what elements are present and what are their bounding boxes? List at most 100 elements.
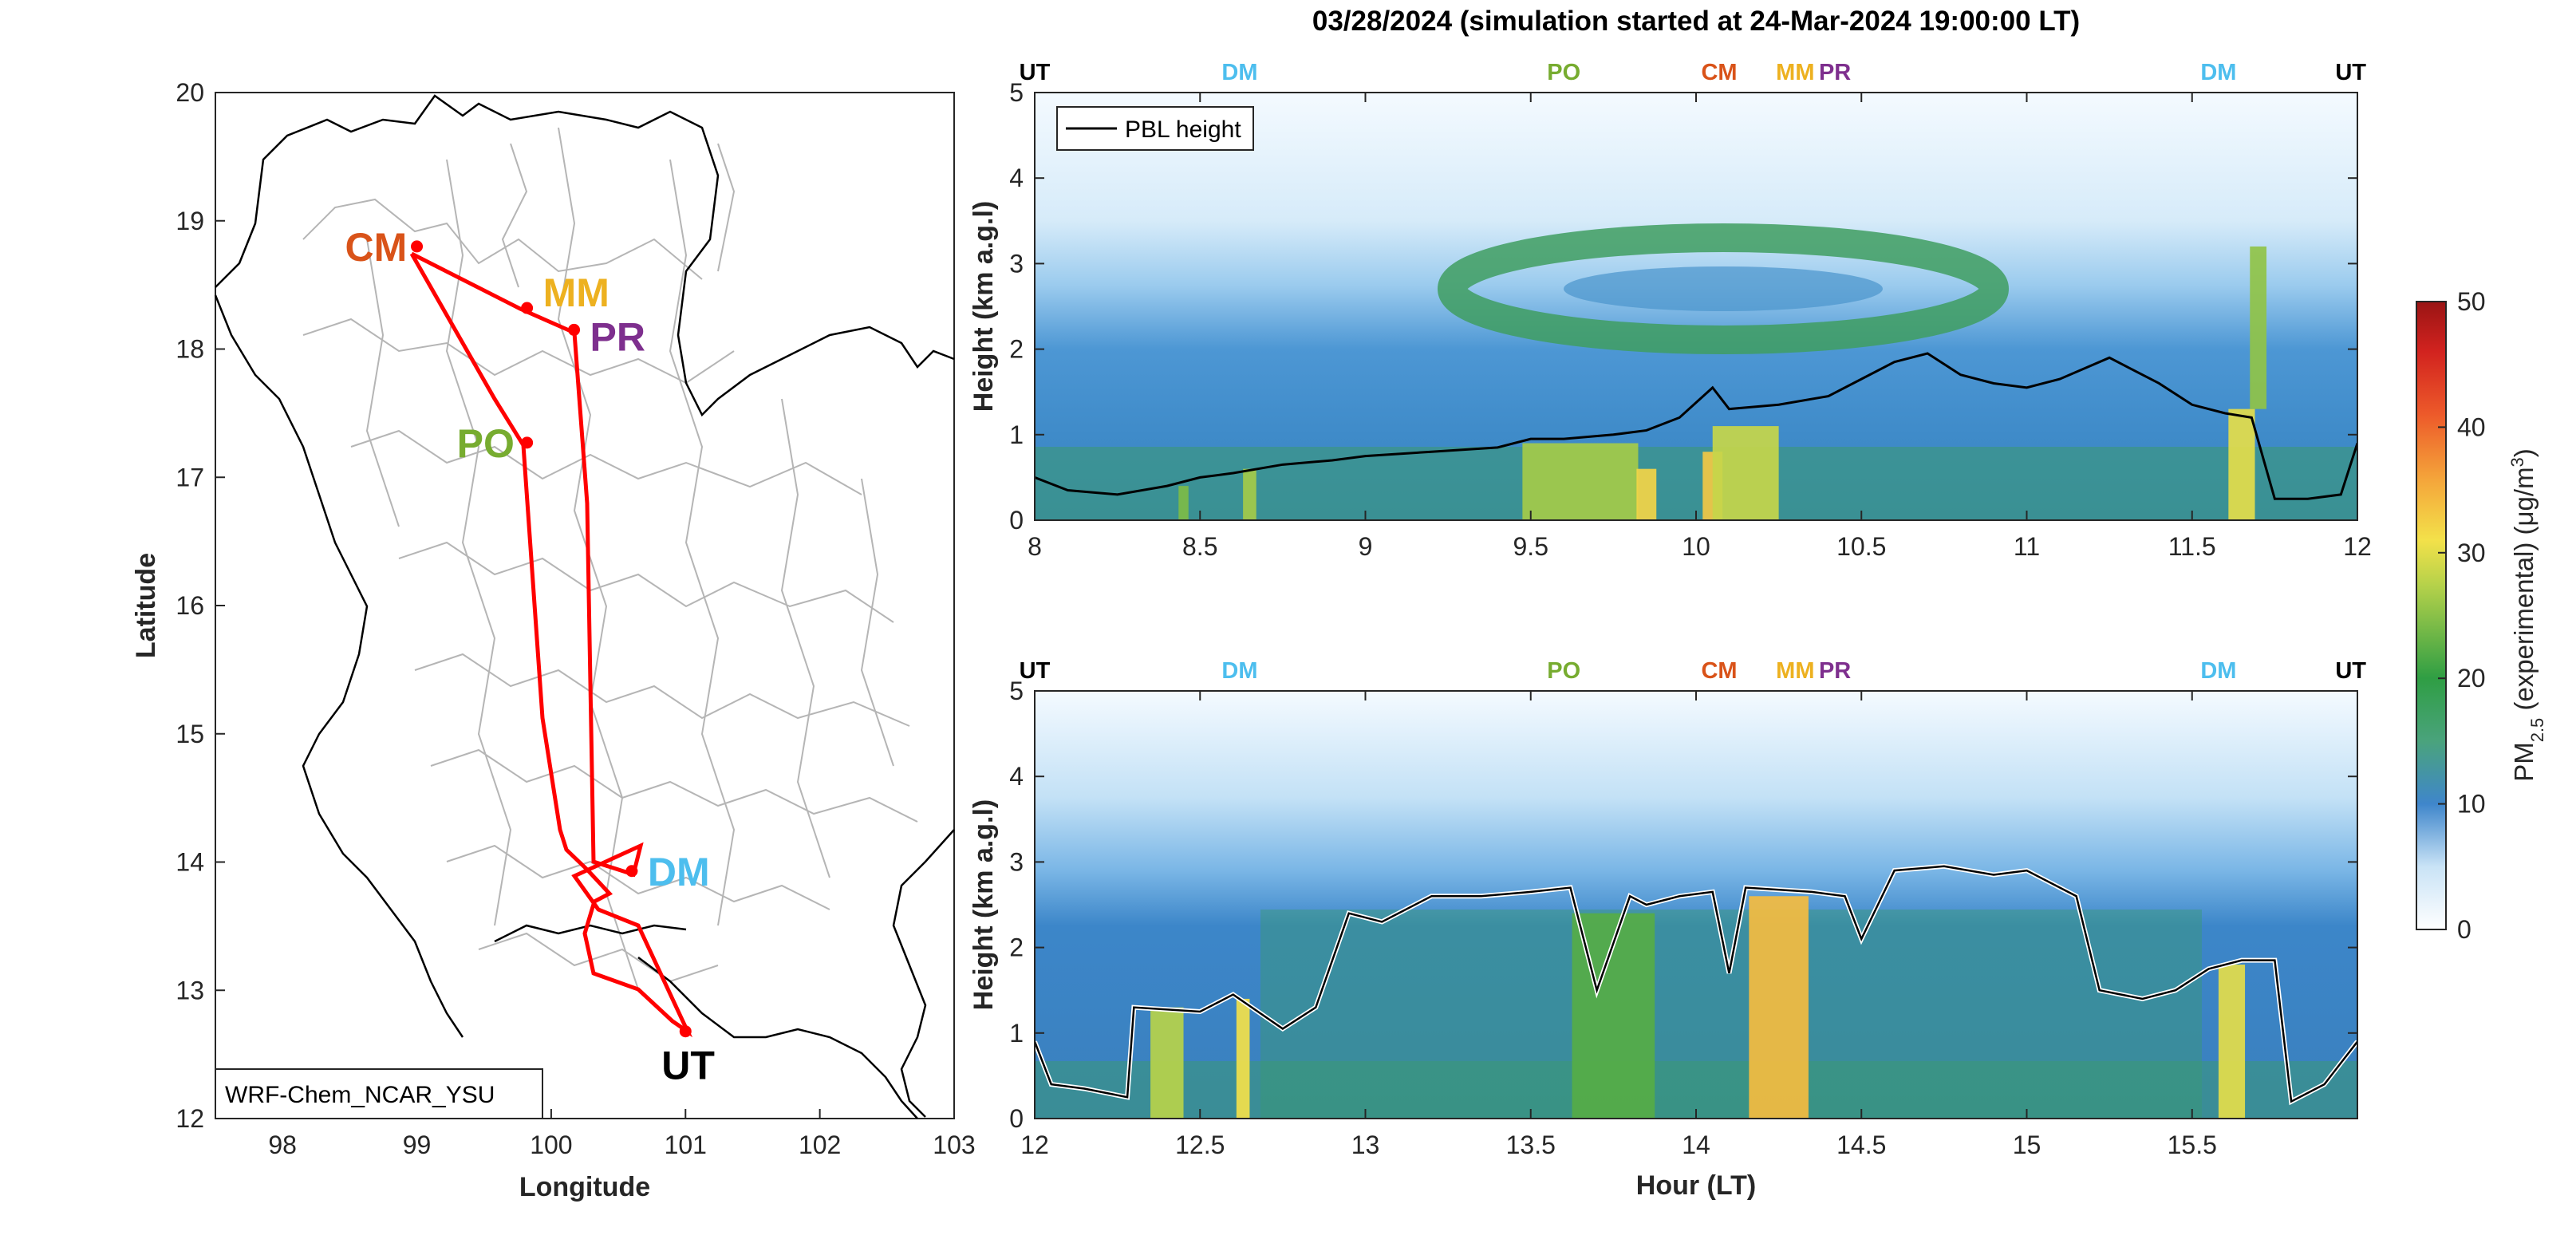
figure-title: 03/28/2024 (simulation started at 24-Mar… (1312, 6, 2080, 37)
pbl-height-line-bottom-core (1035, 865, 2357, 1103)
site-marker-ut: UT (2335, 658, 2366, 684)
vehicle-route (409, 251, 693, 1038)
pm25-column (1236, 998, 1250, 1119)
colorbar: 0 10 20 30 40 50 PM2.5 (experimental) (μg/m3) (2416, 287, 2547, 944)
pm25-column (1243, 468, 1256, 520)
country-border (214, 94, 955, 1119)
map-y-tick-label: 16 (176, 591, 204, 620)
y-tick-label: 0 (1009, 506, 1024, 535)
site-marker-dm: DM (2200, 658, 2236, 684)
top-y-label: Height (km a.g.l) (968, 201, 999, 412)
x-tick-label: 15.5 (2168, 1131, 2217, 1159)
x-tick-label: 10 (1682, 532, 1710, 561)
pm25-column (1636, 468, 1657, 520)
map-x-tick-label: 101 (665, 1131, 707, 1159)
colorbar-tick-label: 40 (2457, 412, 2486, 441)
colorbar-label: PM2.5 (experimental) (μg/m3) (2507, 448, 2547, 782)
colorbar-tick-label: 50 (2457, 287, 2486, 316)
colorbar-tick-label: 20 (2457, 664, 2486, 693)
pm25-column (2218, 965, 2246, 1119)
model-label-box (215, 1068, 543, 1119)
site-marker-ut: UT (1020, 60, 1051, 85)
colorbar-tick-label: 10 (2457, 790, 2486, 819)
map-y-tick-label: 18 (176, 335, 204, 364)
map-y-tick-label: 19 (176, 207, 204, 235)
map-y-tick-label: 20 (176, 78, 204, 107)
map-y-label: Latitude (131, 553, 161, 658)
x-tick-label: 10.5 (1836, 532, 1886, 561)
x-tick-label: 8 (1028, 532, 1042, 561)
y-tick-label: 0 (1009, 1104, 1024, 1133)
model-label: WRF-Chem_NCAR_YSU (225, 1082, 495, 1108)
site-marker-cm: CM (1701, 60, 1737, 85)
y-tick-label: 5 (1009, 677, 1024, 705)
y-tick-label: 1 (1009, 420, 1024, 449)
pbl-height-line-top (1035, 352, 2357, 500)
map-y-ticks: 12 13 14 15 16 17 18 19 20 (176, 78, 225, 1133)
map-x-tick-label: 99 (403, 1131, 432, 1159)
site-label-cm: CM (345, 225, 408, 270)
x-tick-label: 8.5 (1182, 532, 1217, 561)
x-tick-label: 13 (1351, 1131, 1380, 1159)
site-label-pr: PR (590, 314, 645, 359)
site-marker-dm (625, 865, 638, 878)
y-tick-label: 3 (1009, 249, 1024, 278)
site-label-po: PO (457, 421, 515, 466)
pm25-column (1749, 896, 1809, 1119)
map-x-label: Longitude (519, 1172, 650, 1202)
site-marker-po (521, 436, 534, 449)
y-tick-label: 2 (1009, 933, 1024, 962)
y-tick-label: 2 (1009, 335, 1024, 364)
bottom-x-label: Hour (LT) (1636, 1170, 1756, 1201)
y-tick-label: 4 (1009, 762, 1024, 791)
site-marker-dm: DM (2200, 60, 2236, 85)
colorbar-gradient (2416, 301, 2447, 930)
map-y-tick-label: 15 (176, 720, 204, 748)
map-x-tick-label: 103 (933, 1131, 975, 1159)
pm25-column (1712, 426, 1779, 520)
pm25-column (1150, 1007, 1184, 1119)
map-x-tick-label: 102 (799, 1131, 841, 1159)
site-marker-ut (679, 1025, 692, 1038)
map-y-tick-label: 13 (176, 976, 204, 1004)
map-y-tick-label: 14 (176, 848, 204, 877)
y-tick-label: 3 (1009, 847, 1024, 876)
site-label-ut: UT (661, 1044, 715, 1088)
y-tick-label: 4 (1009, 164, 1024, 192)
map-y-tick-label: 17 (176, 463, 204, 491)
colorbar-tick-label: 0 (2457, 915, 2471, 944)
site-marker-ut: UT (2335, 60, 2366, 85)
y-tick-label: 5 (1009, 78, 1024, 107)
site-marker-cm (411, 240, 424, 253)
province-boundaries (302, 127, 918, 990)
x-tick-label: 12.5 (1175, 1131, 1225, 1159)
pm25-column (1522, 443, 1639, 520)
pbl-legend-label: PBL height (1125, 116, 1241, 143)
x-tick-label: 11.5 (2168, 532, 2216, 561)
site-label-mm: MM (543, 270, 609, 315)
y-tick-label: 1 (1009, 1019, 1024, 1048)
site-marker-ut: UT (1020, 658, 1051, 684)
pm25-column (2228, 408, 2255, 520)
pm25-column (1178, 486, 1189, 520)
x-tick-label: 13.5 (1506, 1131, 1556, 1159)
site-marker-pr (568, 323, 581, 336)
site-marker-pr: PR (1819, 60, 1851, 85)
bottom-y-label: Height (km a.g.l) (968, 799, 999, 1010)
site-marker-cm: CM (1701, 658, 1737, 684)
site-marker-po: PO (1547, 60, 1580, 85)
site-marker-mm: MM (1776, 658, 1814, 684)
x-tick-label: 11 (2014, 532, 2040, 561)
map-x-tick-label: 100 (530, 1131, 572, 1159)
map-y-tick-label: 12 (176, 1104, 204, 1133)
colorbar-tick-label: 30 (2457, 539, 2486, 567)
map-x-ticks: 98 99 100 101 102 103 (268, 1109, 976, 1159)
site-marker-mm: MM (1776, 60, 1814, 85)
site-label-dm: DM (648, 850, 710, 894)
x-tick-label: 14 (1682, 1131, 1710, 1159)
